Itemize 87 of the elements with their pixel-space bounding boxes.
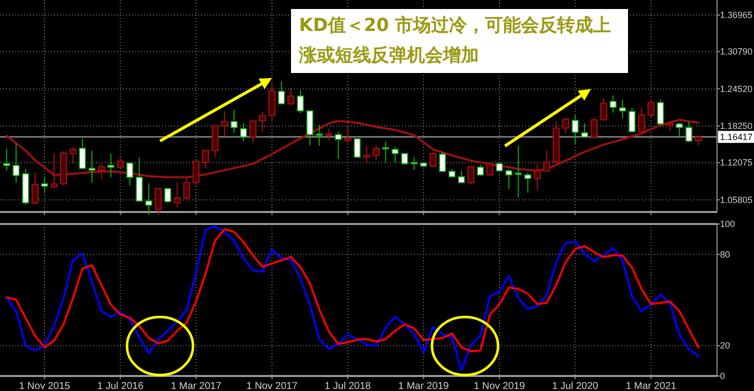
candlestick bbox=[183, 177, 190, 202]
candlestick bbox=[468, 166, 474, 185]
x-tick-label: 1 Jul 2020 bbox=[552, 381, 599, 391]
candlestick bbox=[126, 162, 134, 186]
candlestick bbox=[372, 144, 380, 161]
x-tick-label: 1 Nov 2015 bbox=[18, 381, 71, 391]
candlestick bbox=[202, 150, 210, 170]
candlestick bbox=[382, 141, 390, 163]
candlestick bbox=[648, 98, 654, 118]
candlestick bbox=[296, 90, 304, 114]
candlestick bbox=[192, 160, 200, 186]
candlestick bbox=[98, 163, 105, 180]
candlestick bbox=[32, 172, 38, 206]
x-tick-label: 1 Mar 2021 bbox=[626, 381, 677, 391]
candlestick bbox=[638, 106, 645, 134]
candlestick bbox=[316, 124, 323, 146]
candlestick bbox=[410, 156, 418, 170]
candlestick bbox=[116, 155, 124, 168]
y-tick-label: 1.36965 bbox=[720, 10, 753, 20]
annotation: KD值＜20 市场过冷，可能会反转成上涨或短线反弹机会增加 bbox=[291, 9, 628, 73]
candlestick bbox=[392, 146, 399, 163]
candlestick bbox=[694, 134, 702, 146]
y-tick-label: 0 bbox=[720, 371, 726, 381]
candlestick bbox=[278, 80, 285, 104]
y-tick-label: 100 bbox=[720, 219, 736, 229]
y-tick-label: 1.12075 bbox=[720, 158, 753, 168]
candlestick bbox=[619, 99, 626, 119]
line-series bbox=[6, 225, 700, 372]
candlestick bbox=[486, 161, 494, 176]
x-tick-label: 1 Jul 2018 bbox=[324, 381, 372, 391]
candlestick bbox=[107, 153, 114, 178]
x-tick-label: 1 Nov 2019 bbox=[474, 381, 526, 391]
x-tick-label: 1 Mar 2019 bbox=[398, 381, 450, 391]
candlestick bbox=[250, 120, 256, 144]
candlestick bbox=[543, 150, 550, 172]
candlestick bbox=[562, 118, 570, 134]
y-tick-label: 1.30790 bbox=[720, 46, 753, 57]
candlestick bbox=[136, 157, 143, 202]
candlestick bbox=[439, 151, 446, 174]
candlestick bbox=[164, 188, 172, 204]
x-tick-label: 1 Nov 2017 bbox=[246, 381, 298, 391]
y-tick-label: 20 bbox=[720, 340, 730, 351]
y-tick-label: 1.18250 bbox=[720, 121, 753, 132]
candlestick bbox=[628, 107, 636, 133]
candlestick bbox=[88, 150, 96, 184]
candlestick bbox=[657, 99, 664, 126]
candlestick bbox=[514, 145, 522, 198]
candlestick bbox=[70, 146, 76, 164]
x-tick-label: 1 Mar 2017 bbox=[170, 381, 222, 391]
candlestick bbox=[476, 164, 484, 177]
line-series bbox=[6, 228, 700, 352]
y-tick-label: 80 bbox=[720, 249, 730, 260]
candlestick bbox=[306, 110, 314, 146]
x-tick-label: 1 Jul 2016 bbox=[97, 381, 144, 391]
candlestick bbox=[79, 138, 86, 170]
candlestick bbox=[334, 131, 342, 160]
ref-line-label: 1.16417 bbox=[720, 132, 753, 142]
candlestick bbox=[590, 116, 598, 140]
candlestick bbox=[50, 153, 58, 188]
candlestick bbox=[240, 122, 247, 142]
candlestick bbox=[430, 151, 436, 168]
candlestick bbox=[325, 128, 332, 142]
candlestick bbox=[600, 97, 608, 121]
candlestick bbox=[676, 122, 683, 138]
candlestick bbox=[581, 122, 588, 138]
candlestick bbox=[685, 121, 692, 143]
candlestick bbox=[221, 110, 228, 137]
candlestick bbox=[610, 94, 617, 114]
candlestick bbox=[41, 176, 48, 194]
candlestick bbox=[174, 182, 181, 208]
candlestick bbox=[534, 163, 541, 191]
candlestick bbox=[287, 87, 294, 106]
y-tick-label: 1.05805 bbox=[720, 194, 753, 205]
candlestick bbox=[354, 138, 361, 158]
candlestick bbox=[524, 172, 532, 194]
candlestick bbox=[145, 182, 152, 215]
candlestick bbox=[458, 170, 465, 184]
candlestick bbox=[344, 126, 352, 144]
candlestick bbox=[401, 153, 408, 166]
candlestick bbox=[363, 145, 370, 164]
y-tick-label: 1.24520 bbox=[720, 84, 753, 94]
candlestick bbox=[505, 168, 512, 190]
candlestick bbox=[3, 148, 10, 172]
candlestick bbox=[259, 110, 266, 132]
candlestick bbox=[230, 109, 238, 134]
candlestick bbox=[572, 114, 579, 145]
candlestick bbox=[12, 143, 20, 184]
